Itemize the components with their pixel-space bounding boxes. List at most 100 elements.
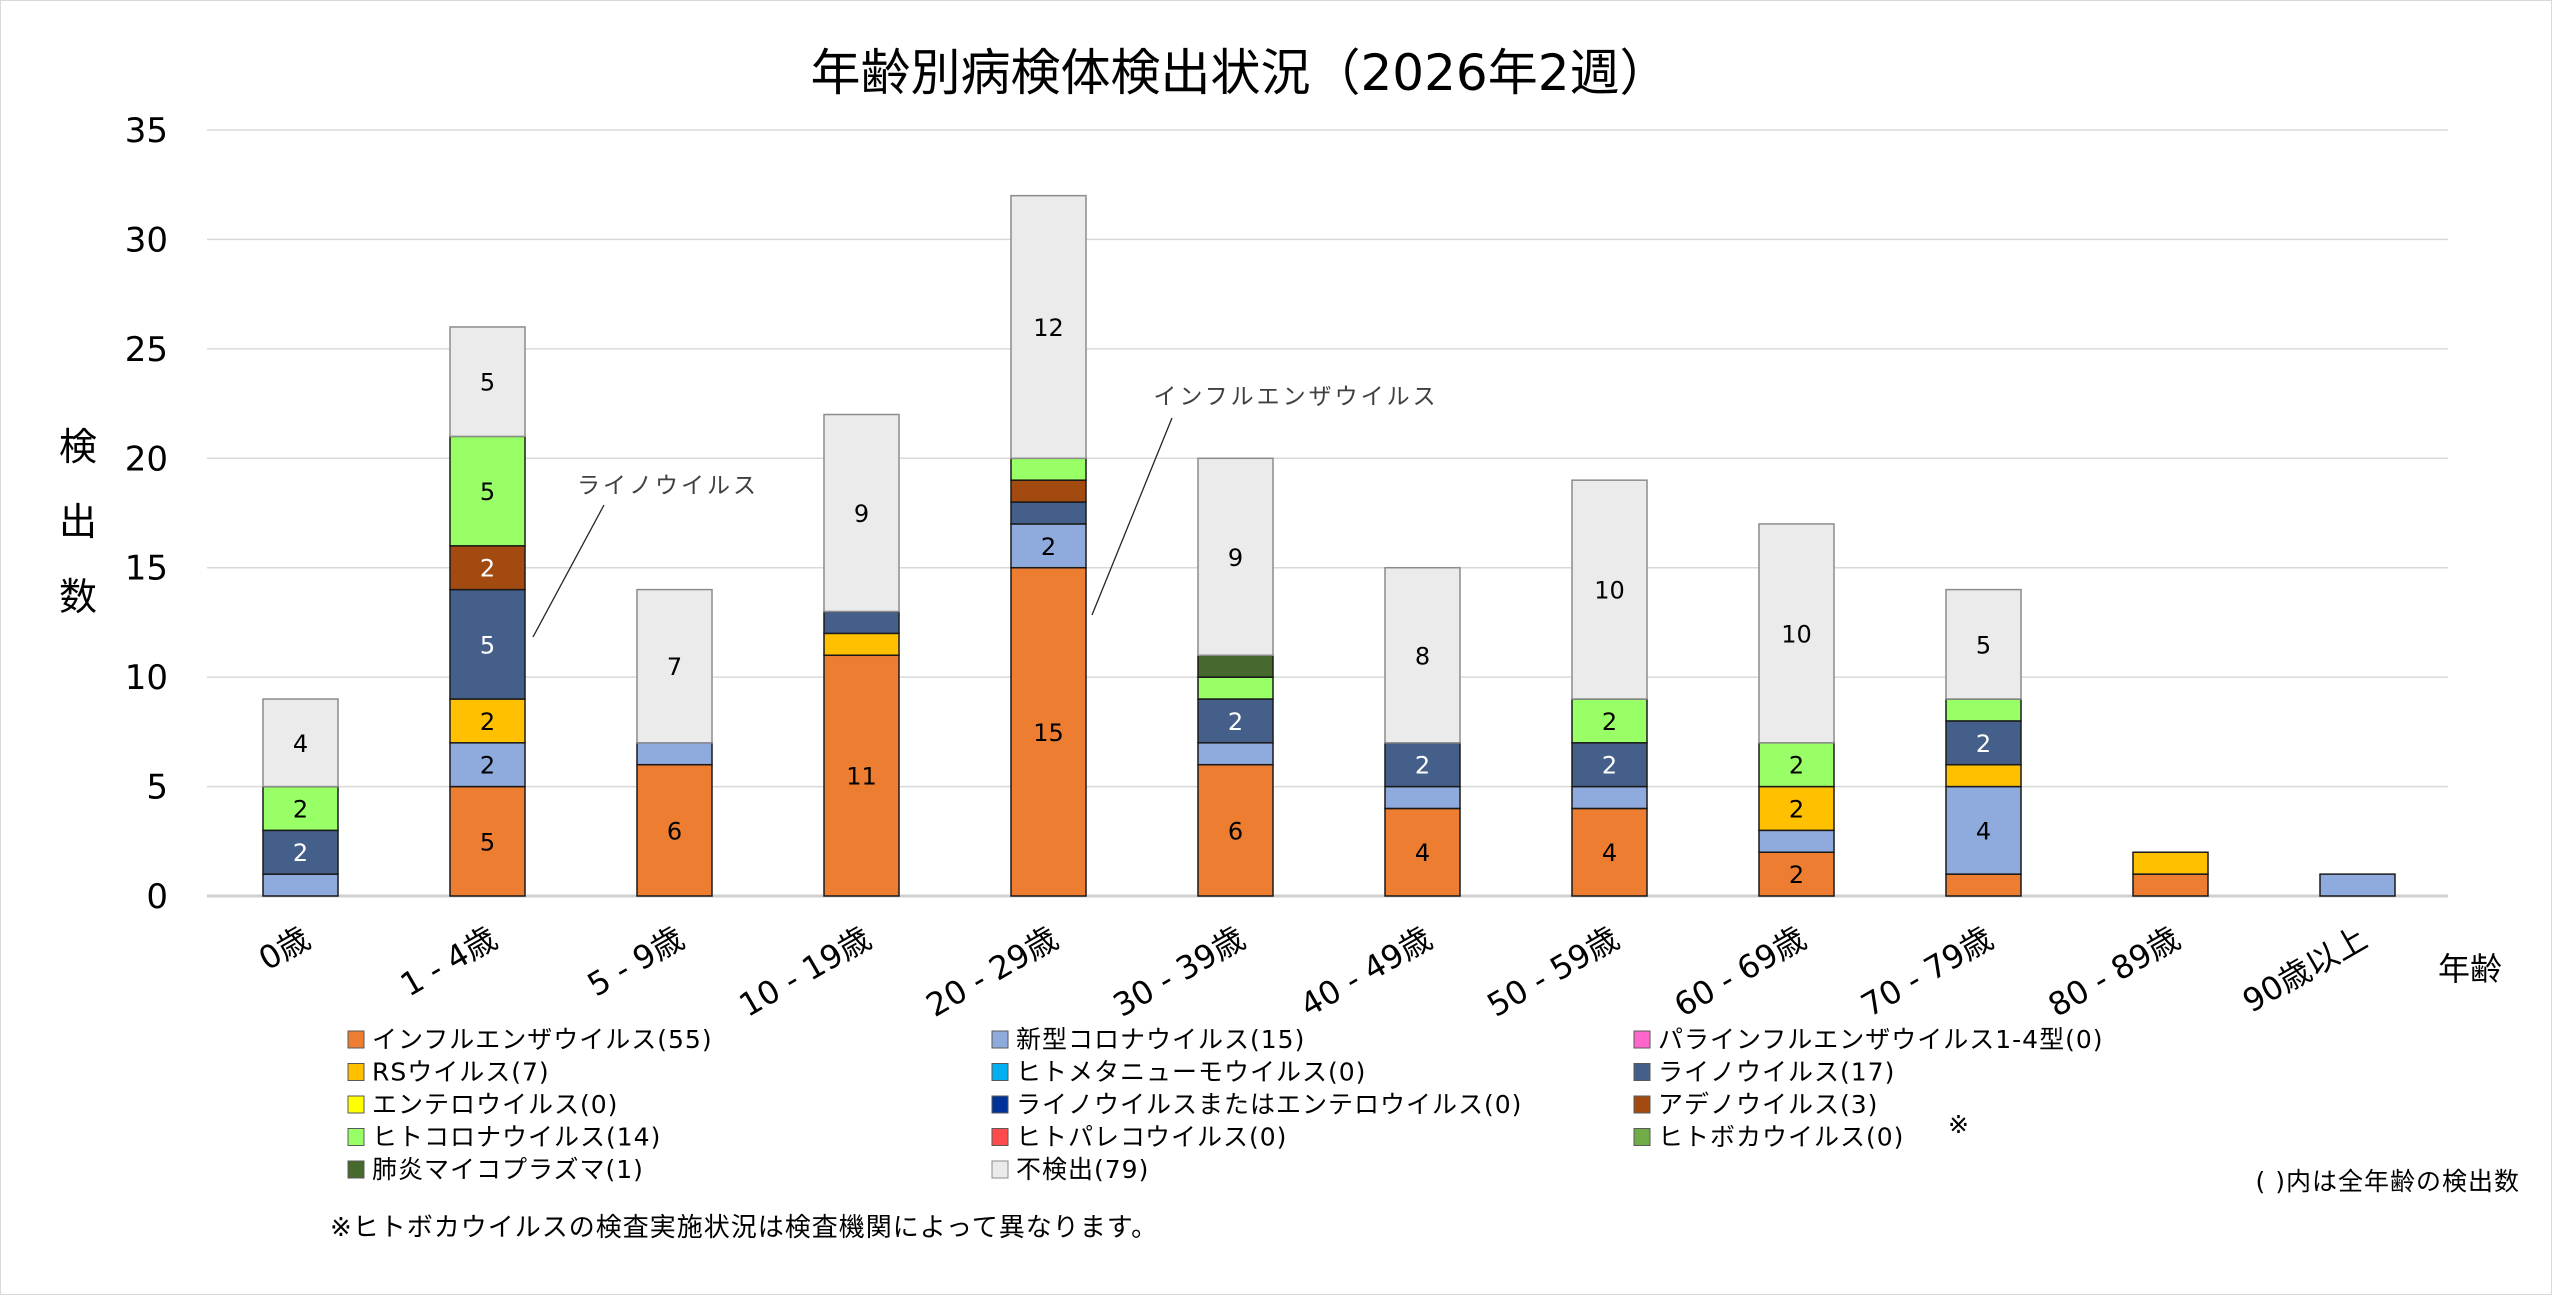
bar-segment — [1010, 501, 1087, 525]
bar-segment — [1010, 479, 1087, 503]
bar-segment — [1197, 742, 1274, 766]
bar-segment — [1571, 807, 1648, 897]
legend-item: ヒトメタニューモウイルス(0) — [991, 1058, 1365, 1087]
bar-segment — [1010, 194, 1087, 460]
legend-item: RSウイルス(7) — [347, 1058, 550, 1087]
bars — [262, 194, 2396, 897]
annotation-leader-line — [1091, 417, 1173, 616]
legend: インフルエンザウイルス(55) 新型コロナウイルス(15) パラインフルエンザウイル… — [347, 1025, 2104, 1184]
legend-label: パラインフルエンザウイルス1-4型(0) — [1658, 1025, 2104, 1054]
legend-label: RSウイルス(7) — [372, 1058, 550, 1087]
bar-segment — [1384, 807, 1461, 897]
bar-segment — [823, 413, 900, 613]
bar-segment — [262, 873, 339, 897]
legend-label: ヒトパレコウイルス(0) — [1016, 1123, 1287, 1152]
legend-item: ライノウイルス(17) — [1633, 1058, 1895, 1087]
y-tick-label: 35 — [125, 111, 168, 151]
data-label: 5 — [480, 828, 495, 856]
bar-segment — [449, 545, 526, 591]
data-label: 4 — [293, 730, 308, 758]
bar-segment — [823, 654, 900, 897]
bar-segment — [1010, 457, 1087, 481]
legend-item: アデノウイルス(3) — [1633, 1090, 1877, 1119]
bar-segment — [1945, 785, 2022, 875]
x-axis-title: 年齢 — [2438, 950, 2502, 988]
data-label: 4 — [1415, 839, 1430, 867]
y-tick-label: 30 — [125, 220, 168, 260]
data-label: 4 — [1602, 839, 1617, 867]
bar-segment — [262, 698, 339, 788]
data-labels: 2 2 4 5 2 2 5 2 5 5 6 7 11 9 15 2 12 6 2 9 4 2 8 4 2 2 10 2 2 2 10 4 2 5 — [293, 314, 1991, 889]
bar-segment — [636, 763, 713, 897]
y-tick-label: 5 — [146, 768, 168, 808]
bar-segment — [1571, 742, 1648, 788]
bar-segment — [1758, 742, 1835, 788]
data-label: 2 — [480, 708, 495, 736]
data-label: 2 — [480, 555, 495, 583]
bar-segment — [1758, 829, 1835, 853]
legend-item: エンテロウイルス(0) — [347, 1090, 617, 1119]
y-axis-title-char: 検 — [59, 425, 97, 469]
bar-segment — [1384, 566, 1461, 744]
bar-segment — [1384, 785, 1461, 810]
x-tick-label: 1 - 4歳 — [394, 919, 504, 1004]
bar-segment — [1945, 720, 2022, 766]
y-axis-title: 検出数 — [59, 425, 97, 619]
legend-label: ライノウイルス(17) — [1658, 1058, 1895, 1087]
bar-segment — [1945, 698, 2022, 722]
x-tick-label: 80 - 89歳 — [2042, 919, 2187, 1025]
x-axis-ticks: 0歳 1 - 4歳 5 - 9歳 10 - 19歳 20 - 29歳 30 - 39歳 40… — [252, 919, 2373, 1025]
data-label: 4 — [1976, 817, 1991, 845]
data-label: 9 — [854, 500, 869, 528]
legend-swatch — [1633, 1030, 1651, 1049]
chart-title: 年齢別病検体検出状況（2026年2週） — [810, 44, 1669, 102]
legend-swatch — [991, 1128, 1009, 1146]
bar-segment — [1571, 698, 1648, 744]
bar-segment — [1571, 479, 1648, 700]
data-label: 2 — [1602, 752, 1617, 780]
legend-item: パラインフルエンザウイルス1-4型(0) — [1633, 1025, 2104, 1054]
bar-segment — [1010, 523, 1087, 569]
y-axis-title-char: 出 — [59, 500, 97, 544]
data-label: 5 — [1976, 631, 1991, 659]
annotation-leader-line — [532, 504, 605, 638]
legend-item: ヒトパレコウイルス(0) — [991, 1123, 1287, 1152]
legend-swatch — [347, 1095, 365, 1114]
legend-swatch — [991, 1095, 1009, 1114]
bar-segment — [1571, 785, 1648, 810]
y-tick-label: 15 — [125, 549, 168, 589]
bar-segment — [1758, 851, 1835, 897]
data-label: 8 — [1415, 642, 1430, 670]
bar-segment — [1384, 742, 1461, 788]
legend-swatch — [347, 1063, 365, 1081]
data-label: 10 — [1594, 577, 1625, 605]
legend-swatch — [991, 1063, 1009, 1081]
legend-label: 新型コロナウイルス(15) — [1016, 1025, 1305, 1054]
bar-segment — [449, 588, 526, 700]
y-axis-title-char: 数 — [59, 575, 97, 619]
data-label: 2 — [1789, 861, 1804, 889]
data-label: 5 — [480, 631, 495, 659]
x-tick-label: 90歳以上 — [2236, 919, 2373, 1020]
data-label: 2 — [1602, 708, 1617, 736]
data-label: 2 — [1228, 708, 1243, 736]
legend-item: 不検出(79) — [991, 1155, 1148, 1184]
data-label: 6 — [667, 817, 682, 845]
bar-segment — [2132, 873, 2209, 897]
y-tick-label: 10 — [125, 658, 168, 698]
gridlines — [207, 129, 2448, 898]
data-label: 11 — [846, 763, 877, 791]
data-label: 12 — [1033, 314, 1064, 342]
x-tick-label: 50 - 59歳 — [1481, 919, 1626, 1025]
data-label: 2 — [1041, 533, 1056, 561]
legend-item: インフルエンザウイルス(55) — [347, 1025, 712, 1054]
data-label: 5 — [480, 369, 495, 397]
data-label: 2 — [1789, 752, 1804, 780]
data-label: 2 — [480, 752, 495, 780]
bar-segment — [2132, 851, 2209, 875]
y-tick-label: 20 — [125, 439, 168, 479]
y-axis-ticks: 0 5 10 15 20 25 30 35 — [125, 111, 168, 917]
x-tick-label: 60 - 69歳 — [1668, 919, 1813, 1025]
x-tick-label: 70 - 79歳 — [1855, 919, 2000, 1025]
